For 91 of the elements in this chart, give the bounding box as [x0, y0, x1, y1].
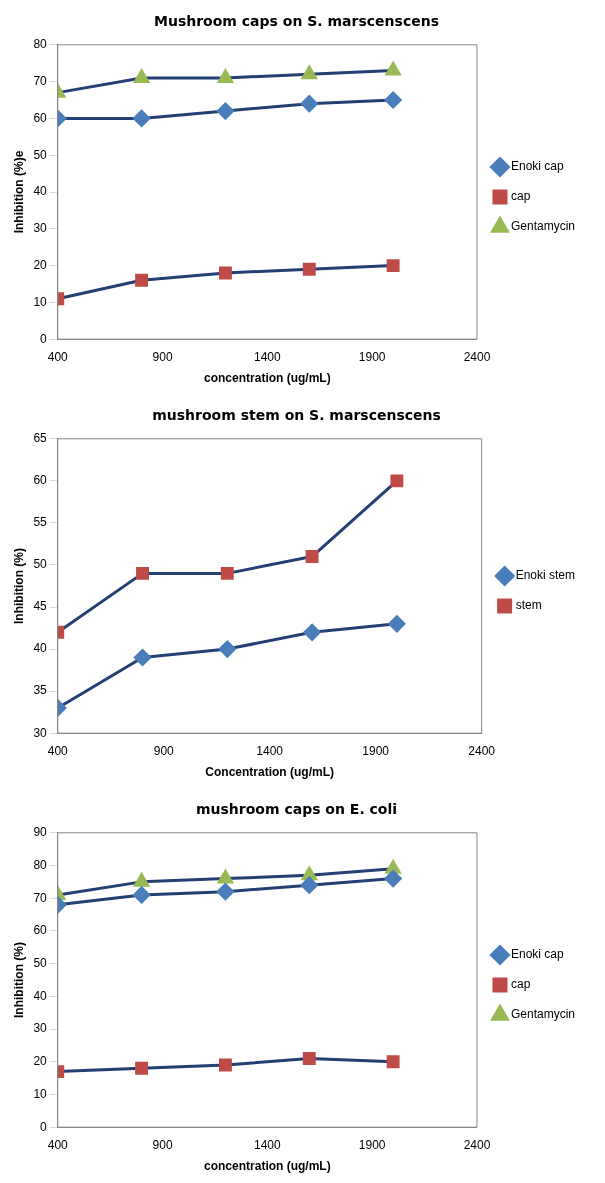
- x-tick-label: 2400: [463, 1137, 491, 1152]
- legend-label: cap: [510, 977, 531, 992]
- y-axis-title: Inhibition (%): [11, 942, 26, 1018]
- point: [134, 873, 150, 887]
- x-axis-title: concentration (ug/mL): [204, 1159, 331, 1174]
- point: [218, 266, 232, 280]
- point: [136, 566, 149, 580]
- y-tick-label: 50: [33, 557, 48, 572]
- chart-title: mushroom stem on S. marscenscens: [152, 407, 441, 424]
- point: [390, 474, 404, 488]
- point: [216, 883, 234, 901]
- point: [305, 550, 319, 564]
- y-tick-label: 40: [33, 988, 48, 1003]
- y-tick-label: 50: [33, 955, 48, 970]
- y-tick-label: 80: [33, 37, 48, 52]
- y-tick-label: 60: [33, 923, 48, 938]
- point: [218, 1058, 232, 1072]
- point: [133, 886, 151, 904]
- y-axis-title: Inhibition (%): [11, 548, 26, 624]
- y-tick-label: 60: [33, 473, 48, 488]
- x-tick-label: 400: [47, 1137, 69, 1152]
- x-axis-title: concentration (ug/mL): [204, 371, 331, 386]
- point: [301, 65, 317, 80]
- x-tick-label: 1900: [362, 743, 390, 758]
- x-tick-label: 1900: [358, 1137, 386, 1152]
- y-tick-label: 30: [33, 221, 48, 236]
- legend-label: stem: [515, 598, 542, 613]
- point: [385, 62, 401, 76]
- point: [303, 623, 321, 641]
- legend-label: cap: [510, 189, 531, 204]
- chart-title: mushroom caps on E. coli: [195, 801, 398, 818]
- point: [302, 262, 316, 276]
- point: [300, 95, 318, 113]
- point: [217, 69, 233, 83]
- point: [217, 870, 233, 884]
- x-tick-label: 2400: [468, 743, 496, 758]
- y-tick-label: 55: [33, 515, 48, 530]
- point: [386, 259, 400, 273]
- y-tick-label: 90: [33, 825, 48, 840]
- x-tick-label: 400: [47, 743, 69, 758]
- y-tick-label: 60: [33, 110, 48, 125]
- point: [216, 102, 234, 120]
- x-tick-label: 1400: [254, 1137, 282, 1152]
- y-tick-label: 35: [33, 683, 48, 698]
- x-tick-label: 2400: [463, 349, 491, 364]
- x-tick-label: 1400: [256, 743, 284, 758]
- y-tick-label: 0: [40, 331, 48, 346]
- x-tick-label: 900: [153, 743, 175, 758]
- legend-label: Enoki cap: [510, 159, 564, 174]
- y-tick-label: 65: [33, 431, 48, 446]
- point: [220, 566, 234, 580]
- y-tick-label: 50: [33, 147, 48, 162]
- y-tick-label: 0: [40, 1119, 48, 1134]
- x-tick-label: 900: [152, 1137, 173, 1152]
- point: [385, 860, 401, 874]
- legend-label: Enoki cap: [510, 947, 564, 962]
- point: [384, 91, 402, 109]
- point: [218, 640, 236, 658]
- point: [134, 69, 150, 83]
- x-tick-label: 1900: [358, 349, 386, 364]
- point: [135, 1061, 149, 1075]
- legend-label: Gentamycin: [510, 219, 576, 234]
- x-axis-title: Concentration (ug/mL): [205, 765, 335, 780]
- point: [386, 1055, 400, 1069]
- y-tick-label: 80: [33, 857, 48, 872]
- y-axis-title: Inhibition (%)e: [11, 150, 26, 234]
- point: [301, 866, 317, 881]
- point: [302, 1052, 316, 1065]
- legend-label: Enoki stem: [515, 568, 575, 583]
- point: [134, 649, 152, 666]
- point: [300, 876, 318, 894]
- point: [133, 109, 151, 127]
- y-tick-label: 30: [33, 1021, 48, 1036]
- point: [384, 870, 402, 888]
- y-tick-label: 40: [33, 641, 48, 656]
- point: [388, 615, 406, 633]
- chart-title: Mushroom caps on S. marscenscens: [154, 13, 439, 30]
- x-tick-label: 900: [152, 349, 173, 364]
- legend-label: Gentamycin: [510, 1007, 576, 1022]
- y-tick-label: 20: [33, 1054, 48, 1069]
- y-tick-label: 10: [33, 1086, 48, 1101]
- y-tick-label: 70: [33, 73, 48, 88]
- x-tick-label: 400: [47, 349, 69, 364]
- x-tick-label: 1400: [254, 349, 282, 364]
- point: [135, 273, 149, 287]
- y-tick-label: 40: [33, 184, 48, 199]
- y-tick-label: 30: [33, 725, 48, 740]
- y-tick-label: 20: [33, 257, 48, 272]
- y-tick-label: 10: [33, 294, 48, 309]
- y-tick-label: 70: [33, 890, 48, 905]
- y-tick-label: 45: [33, 599, 48, 614]
